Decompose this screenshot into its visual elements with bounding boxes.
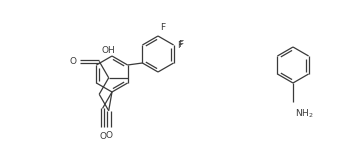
Text: O: O xyxy=(69,57,76,66)
Text: F: F xyxy=(179,40,184,49)
Text: O: O xyxy=(105,131,112,140)
Text: F: F xyxy=(177,41,183,50)
Text: F: F xyxy=(160,23,165,32)
Text: O: O xyxy=(99,132,106,141)
Text: NH$_2$: NH$_2$ xyxy=(295,107,313,120)
Text: OH: OH xyxy=(101,46,115,55)
